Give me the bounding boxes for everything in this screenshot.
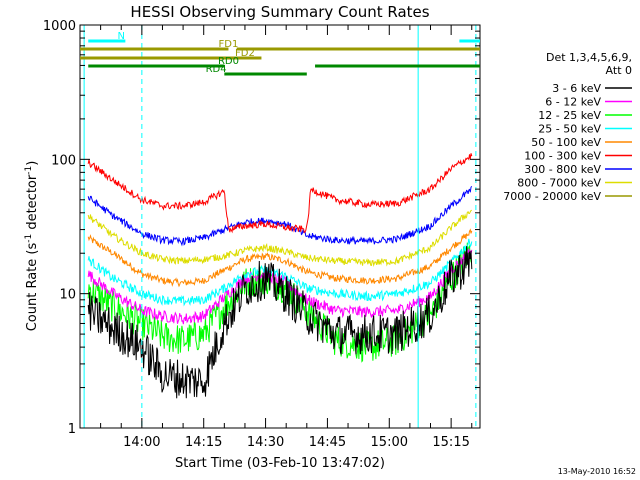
series-line-7 [87, 209, 472, 268]
plot-area [83, 25, 477, 428]
y-tick-label-1: 10 [59, 288, 76, 303]
x-tick-label-3: 14:45 [309, 435, 346, 450]
legend-header-1: Att 0 [606, 64, 632, 77]
x-tick-label-4: 15:00 [371, 435, 408, 450]
flag-label-FD1: FD1 [219, 39, 239, 50]
y-tick-label-0: 1 [68, 422, 76, 437]
x-tick-label-5: 15:15 [432, 435, 469, 450]
timestamp: 13-May-2010 16:52 [558, 467, 636, 476]
legend-label-4: 50 - 100 keV [531, 136, 601, 149]
legend-label-5: 100 - 300 keV [524, 150, 601, 163]
chart-title: HESSI Observing Summary Count Rates [130, 3, 429, 21]
flag-label-RD0: RD0 [218, 56, 239, 67]
y-tick-label-3: 1000 [43, 19, 76, 34]
legend-label-1: 6 - 12 keV [545, 96, 601, 109]
plot-frame [79, 24, 481, 429]
series-line-3 [87, 238, 473, 307]
x-axis-label: Start Time (03-Feb-10 13:47:02) [175, 456, 385, 471]
legend-label-8: 7000 - 20000 keV [503, 190, 601, 203]
legend-label-0: 3 - 6 keV [552, 82, 601, 95]
series-line-6 [87, 186, 473, 247]
legend-header-0: Det 1,3,4,5,6,9, [546, 51, 632, 64]
series-line-4 [87, 228, 473, 288]
y-tick-label-2: 100 [51, 153, 76, 168]
flag-label-N: N [117, 31, 124, 42]
legend-label-7: 800 - 7000 keV [517, 177, 601, 190]
axes: 1 10 100 1000 14:00 14:15 14:30 14:45 15:00 15:15 [43, 19, 481, 450]
y-axis-label: Count Rate (s-1 detector-1) [24, 161, 40, 332]
series-line-5 [87, 153, 473, 234]
legend-label-3: 25 - 50 keV [538, 123, 601, 136]
flag-label-RD4: RD4 [206, 64, 227, 75]
legend-label-2: 12 - 25 keV [538, 109, 601, 122]
x-tick-label-0: 14:00 [123, 435, 160, 450]
series-line-0 [87, 246, 473, 399]
legend-label-6: 300 - 800 keV [524, 163, 601, 176]
x-tick-label-1: 14:15 [185, 435, 222, 450]
x-tick-label-2: 14:30 [247, 435, 284, 450]
flag-label-FD2: FD2 [235, 48, 255, 59]
